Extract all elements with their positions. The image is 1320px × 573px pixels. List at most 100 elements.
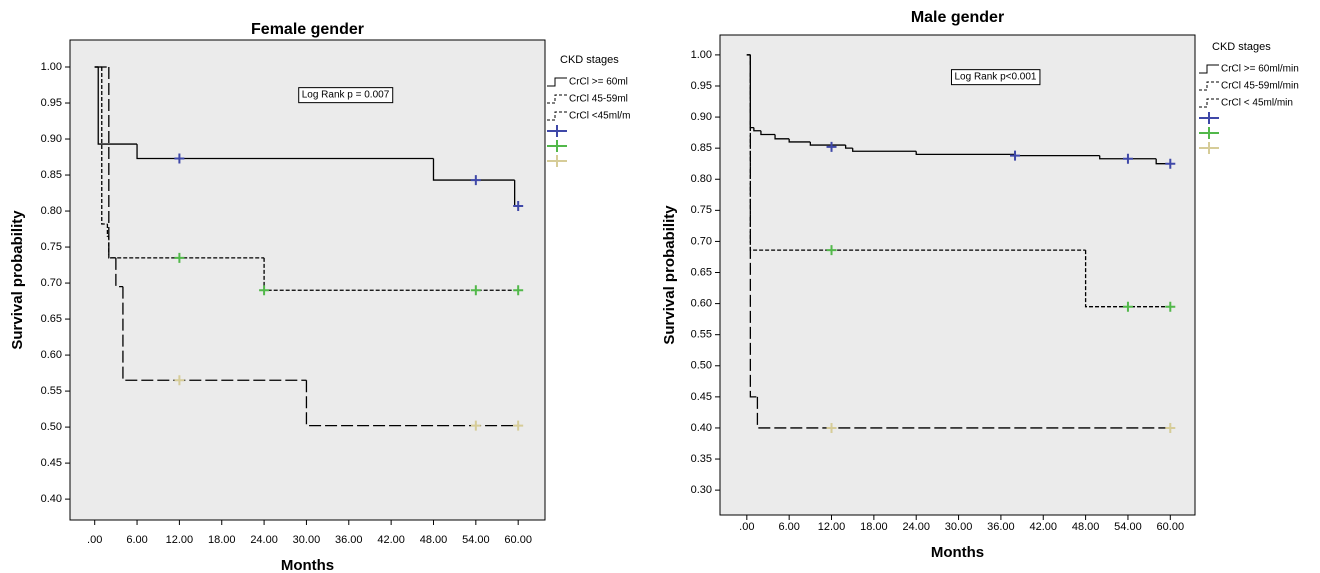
y-axis-label: Survival probability — [9, 210, 26, 350]
legend-title: CKD stages — [1212, 41, 1271, 53]
legend-label: CrCl 45-59ml/min — [1221, 81, 1299, 92]
censor-mark — [470, 175, 481, 186]
censor-mark — [1165, 158, 1176, 169]
censor-mark — [513, 285, 524, 296]
legend-symbol — [547, 77, 567, 87]
x-tick-label: 54.00 — [462, 534, 490, 546]
y-tick-label: 0.65 — [691, 266, 712, 278]
legend-label: CrCl >= 60ml — [569, 77, 628, 88]
censor-mark — [826, 245, 837, 256]
y-tick-label: 1.00 — [691, 49, 712, 61]
x-tick-label: 30.00 — [945, 521, 973, 533]
survival-step — [115, 257, 123, 288]
y-tick-label: 0.80 — [691, 173, 712, 185]
x-tick-label: 24.00 — [250, 534, 278, 546]
survival-step — [305, 380, 519, 427]
annotation: Log Rank p<0.001 — [950, 69, 1041, 86]
x-tick-label: 48.00 — [1072, 521, 1100, 533]
legend-censor-symbol — [1199, 112, 1219, 124]
y-tick-label: 0.95 — [691, 80, 712, 92]
survival-step — [809, 141, 846, 146]
y-tick-label: 0.30 — [691, 484, 712, 496]
legend-censor-symbol — [547, 140, 567, 152]
censor-mark — [513, 420, 524, 431]
censor-mark — [259, 285, 270, 296]
censor-mark — [470, 420, 481, 431]
survival-step — [749, 54, 758, 398]
x-tick-label: 42.00 — [1029, 521, 1057, 533]
censor-mark — [1122, 153, 1133, 164]
legend-label: CrCl >= 60ml/min — [1221, 64, 1299, 75]
x-tick-label: 6.00 — [778, 521, 799, 533]
x-tick-label: 30.00 — [293, 534, 321, 546]
y-tick-label: 0.95 — [41, 97, 62, 109]
y-tick-label: 0.50 — [691, 360, 712, 372]
censor-mark — [174, 375, 185, 386]
censor-mark — [826, 422, 837, 433]
censor-mark — [513, 201, 524, 212]
legend-symbol — [1199, 64, 1219, 74]
plot-area — [719, 34, 1196, 516]
x-tick-label: 36.00 — [987, 521, 1015, 533]
annotation-text: Log Rank p<0.001 — [954, 72, 1036, 83]
censor-mark — [1165, 301, 1176, 312]
y-tick-label: 0.60 — [41, 349, 62, 361]
x-tick-label: 48.00 — [420, 534, 448, 546]
censor-mark — [1010, 150, 1021, 161]
legend: CKD stages CrCl >= 60ml/min CrCl 45-59ml/m… — [1199, 41, 1299, 154]
survival-step — [1099, 155, 1157, 160]
x-tick-label: 18.00 — [860, 521, 888, 533]
legend-censor-symbol — [1199, 127, 1219, 139]
y-tick-label: 0.70 — [691, 235, 712, 247]
censor-mark — [1122, 301, 1133, 312]
y-tick-label: 0.85 — [41, 169, 62, 181]
y-axis-label: Survival probability — [661, 205, 678, 345]
y-tick-label: 0.65 — [41, 313, 62, 325]
annotation-box — [298, 87, 394, 104]
x-tick-label: 54.00 — [1114, 521, 1142, 533]
y-tick-label: 0.60 — [691, 298, 712, 310]
survival-step — [760, 130, 776, 136]
legend-label: CrCl 45-59ml — [569, 94, 628, 105]
y-tick-label: 0.80 — [41, 205, 62, 217]
survival-step — [774, 134, 790, 140]
survival-step — [753, 127, 761, 132]
survival-step — [915, 151, 1016, 156]
y-tick-label: 0.50 — [41, 421, 62, 433]
annotation-box — [950, 69, 1041, 86]
censor-mark — [470, 285, 481, 296]
y-tick-label: 0.45 — [41, 457, 62, 469]
survival-step — [97, 67, 138, 145]
x-tick-label: .00 — [739, 521, 754, 533]
x-axis-label: Months — [281, 557, 334, 573]
survival-step — [136, 144, 434, 160]
censor-mark — [174, 153, 185, 164]
legend-censor-symbol — [1199, 142, 1219, 154]
survival-step — [108, 67, 116, 259]
y-tick-label: 0.40 — [691, 422, 712, 434]
y-tick-label: 0.55 — [691, 329, 712, 341]
survival-step — [122, 286, 307, 381]
y-tick-label: 0.55 — [41, 385, 62, 397]
y-tick-label: 0.45 — [691, 391, 712, 403]
chart-title: Male gender — [911, 9, 1004, 26]
legend-censor-symbol — [547, 155, 567, 167]
survival-step — [1084, 250, 1171, 308]
survival-step — [756, 396, 1171, 429]
y-tick-label: 0.40 — [41, 493, 62, 505]
legend-label: CrCl < 45ml/min — [1221, 98, 1293, 109]
y-tick-label: 0.75 — [41, 241, 62, 253]
x-tick-label: 42.00 — [377, 534, 405, 546]
censor-mark — [174, 252, 185, 263]
legend-label: CrCl <45ml/m — [569, 111, 630, 122]
legend-symbol — [1199, 81, 1219, 91]
x-tick-label: 36.00 — [335, 534, 363, 546]
x-tick-label: 12.00 — [166, 534, 194, 546]
plot-area — [69, 39, 546, 521]
survival-step — [788, 138, 811, 143]
y-tick-label: 0.75 — [691, 204, 712, 216]
survival-step — [852, 148, 917, 152]
y-tick-label: 0.85 — [691, 142, 712, 154]
x-tick-label: 18.00 — [208, 534, 236, 546]
